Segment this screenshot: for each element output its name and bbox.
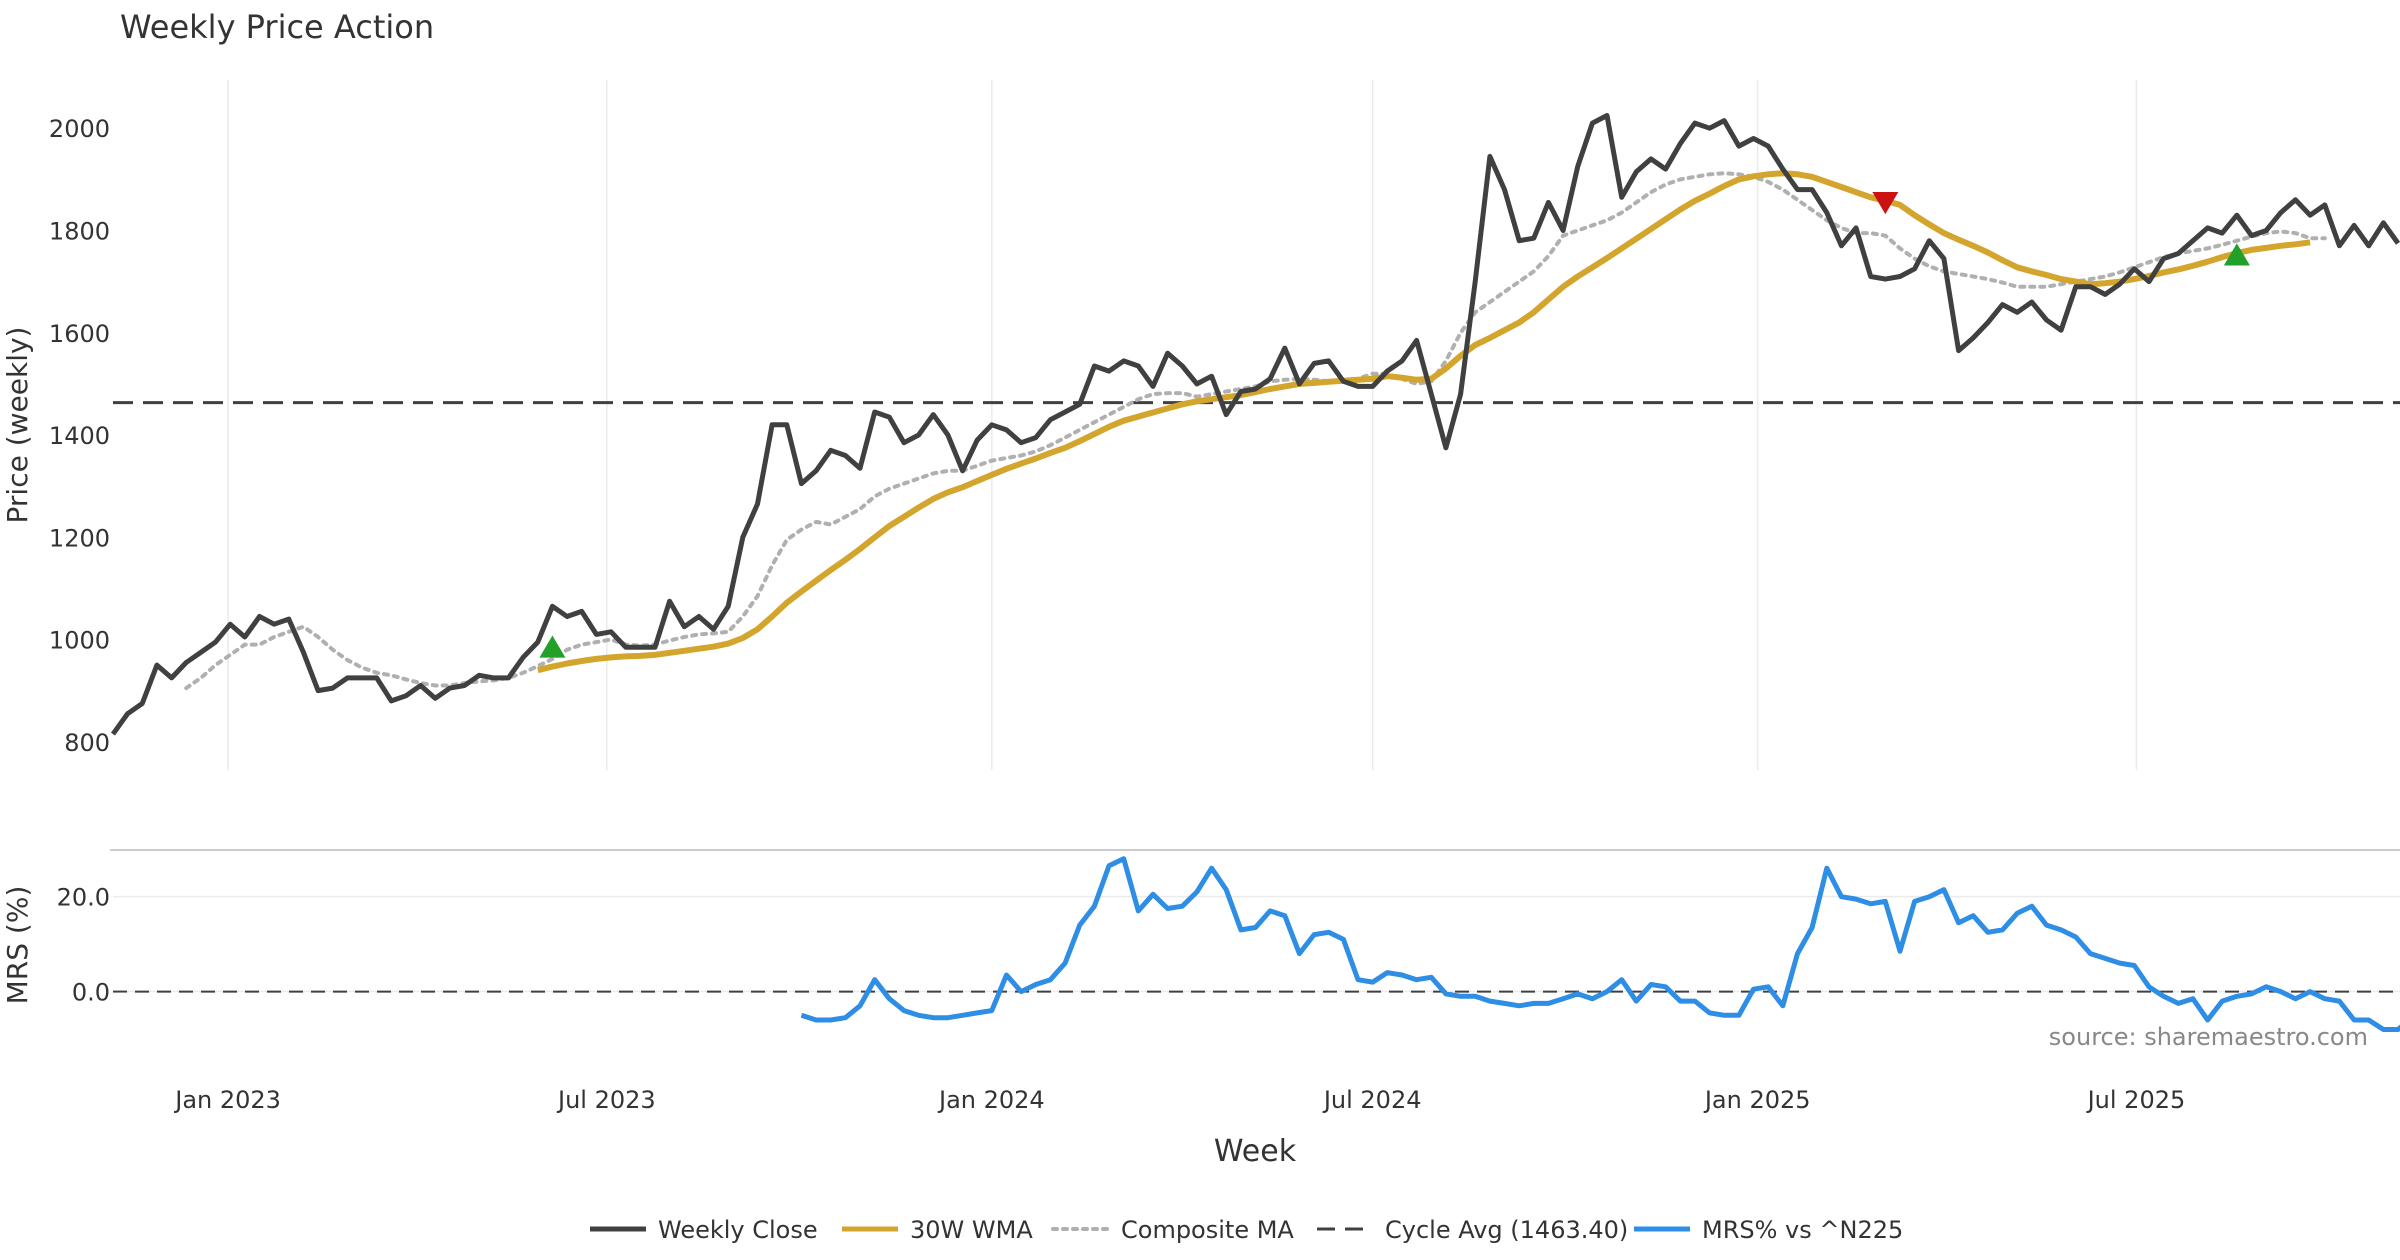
legend-label: Cycle Avg (1463.40) (1385, 1216, 1628, 1244)
legend-label: Composite MA (1121, 1216, 1294, 1244)
source-annotation: source: sharemaestro.com (2049, 1023, 2368, 1051)
y-tick-label: 1600 (49, 320, 110, 348)
sell-signal-marker (1872, 191, 1899, 215)
legend: Weekly Close 30W WMA Composite MA Cycle Avg… (590, 1216, 1903, 1244)
chart-title: Weekly Price Action (120, 8, 434, 46)
y-tick-label: 800 (64, 729, 110, 757)
composite-ma-line (184, 171, 2327, 691)
y-tick-label: 1200 (49, 524, 110, 552)
y-tick-label: 1400 (49, 422, 110, 450)
legend-label: MRS% vs ^N225 (1702, 1216, 1903, 1244)
mrs-line (800, 856, 2400, 1032)
y-tick-label: 1000 (49, 627, 110, 655)
y-tick-label: 0.0 (72, 979, 110, 1007)
x-tick-label: Jan 2025 (1703, 1086, 1811, 1114)
wma-line (537, 170, 2311, 674)
legend-label: 30W WMA (910, 1216, 1033, 1244)
y-tick-label: 1800 (49, 217, 110, 245)
signal-markers (539, 191, 2250, 658)
x-tick-label: Jul 2025 (2086, 1086, 2186, 1114)
bottom-y-axis-label: MRS (%) (1, 886, 34, 1005)
x-tick-label: Jul 2024 (1322, 1086, 1422, 1114)
bottom-panel-grid (113, 895, 2400, 993)
top-y-axis: 800 1000 1200 1400 1600 1800 2000 (49, 115, 110, 757)
buy-signal-marker (2223, 243, 2250, 266)
x-tick-label: Jul 2023 (556, 1086, 656, 1114)
x-tick-label: Jan 2024 (937, 1086, 1045, 1114)
y-tick-label: 20.0 (57, 884, 110, 912)
x-axis-label: Week (1214, 1134, 1297, 1169)
buy-signal-marker (539, 635, 566, 658)
weekly-close-line (110, 113, 2400, 736)
bottom-y-axis: 0.0 20.0 (57, 884, 110, 1007)
top-y-axis-label: Price (weekly) (1, 327, 34, 524)
legend-label: Weekly Close (658, 1216, 818, 1244)
x-axis: Jan 2023 Jul 2023 Jan 2024 Jul 2024 Jan 2025… (173, 1086, 2185, 1114)
x-tick-label: Jan 2023 (173, 1086, 281, 1114)
y-tick-label: 2000 (49, 115, 110, 143)
